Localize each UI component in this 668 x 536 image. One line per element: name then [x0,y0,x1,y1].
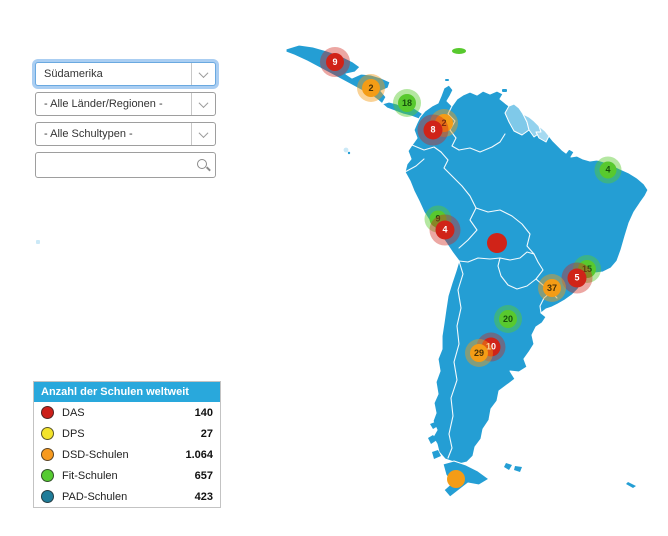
border-chile-argentina [447,260,464,459]
country-select[interactable]: - Alle Länder/Regionen - [35,92,216,116]
cluster-marker-das-4[interactable]: 4 [435,220,455,240]
cluster-marker-fit-18[interactable]: 18 [398,94,416,112]
south-america-land [404,84,649,465]
chevron-down-icon [191,123,215,145]
border-bolivia-argentina [458,257,501,263]
search-input[interactable] [36,159,193,171]
legend-count: 1.064 [185,448,213,461]
border-colombia-ecuador [411,144,442,153]
region-french-guiana [535,125,550,143]
legend-label: Fit-Schulen [62,469,118,482]
schooltype-select[interactable]: - Alle Schultypen - [35,122,216,146]
legend-count: 27 [200,427,213,440]
schooltype-select-value: - Alle Schultypen - [44,128,133,140]
legend-label: PAD-Schulen [62,490,128,503]
legend-count: 423 [194,490,213,503]
search-icon[interactable] [193,153,215,177]
legend-label: DAS [62,406,85,419]
legend-row-pad: PAD-Schulen 423 [34,486,220,507]
legend-row-dps: DPS 27 [34,423,220,444]
south-georgia-island [626,482,636,488]
border-brazil-bolivia [475,207,535,255]
chevron-down-icon [191,93,215,115]
schools-legend: Anzahl der Schulen weltweit DAS 140 DPS … [33,381,221,508]
border-paraguay [497,253,544,290]
pad-marker-icon [41,490,54,503]
cluster-marker-dsd-29[interactable]: 29 [470,344,488,362]
legend-row-fit: Fit-Schulen 657 [34,465,220,486]
galapagos-islands [343,147,349,153]
region-select[interactable]: Südamerika [35,62,216,86]
falkland-islands [504,463,522,472]
border-ecuador-peru [404,158,425,173]
legend-count: 140 [194,406,213,419]
legend-label: DSD-Schulen [62,448,129,461]
das-marker-icon [41,406,54,419]
cluster-marker-das-9[interactable]: 9 [326,53,344,71]
aruba-island [445,79,449,81]
legend-label: DPS [62,427,85,440]
cluster-marker-das-8[interactable]: 8 [423,120,443,140]
dsd-marker-icon [41,448,54,461]
region-select-value: Südamerika [44,68,103,80]
border-peru-brazil [440,151,477,209]
pacific-island-dot [36,240,40,244]
single-school-marker-das[interactable] [487,233,507,253]
chevron-down-icon [191,63,215,85]
cluster-marker-dsd-37[interactable]: 37 [543,279,561,297]
border-venezuela-brazil [458,133,506,153]
legend-title: Anzahl der Schulen weltweit [34,382,220,402]
dps-marker-icon [41,427,54,440]
fit-marker-icon [41,469,54,482]
border-bolivia-paraguay [499,251,535,261]
country-select-value: - Alle Länder/Regionen - [44,98,163,110]
legend-count: 657 [194,469,213,482]
legend-row-das: DAS 140 [34,402,220,423]
cluster-marker-fit-20[interactable]: 20 [499,310,517,328]
single-school-marker-dsd[interactable] [447,470,465,488]
clipped-cluster-marker[interactable] [452,48,466,54]
border-peru-bolivia [458,207,478,249]
search-box[interactable] [35,152,216,178]
cluster-marker-dsd-2[interactable]: 2 [362,79,380,97]
central-america-land [285,44,424,120]
cluster-marker-fit-4[interactable]: 4 [599,161,617,179]
trinidad-island [502,89,507,92]
cluster-marker-das-5[interactable]: 5 [567,268,587,288]
filter-panel: Südamerika - Alle Länder/Regionen - - Al… [35,62,216,178]
legend-row-dsd: DSD-Schulen 1.064 [34,444,220,465]
